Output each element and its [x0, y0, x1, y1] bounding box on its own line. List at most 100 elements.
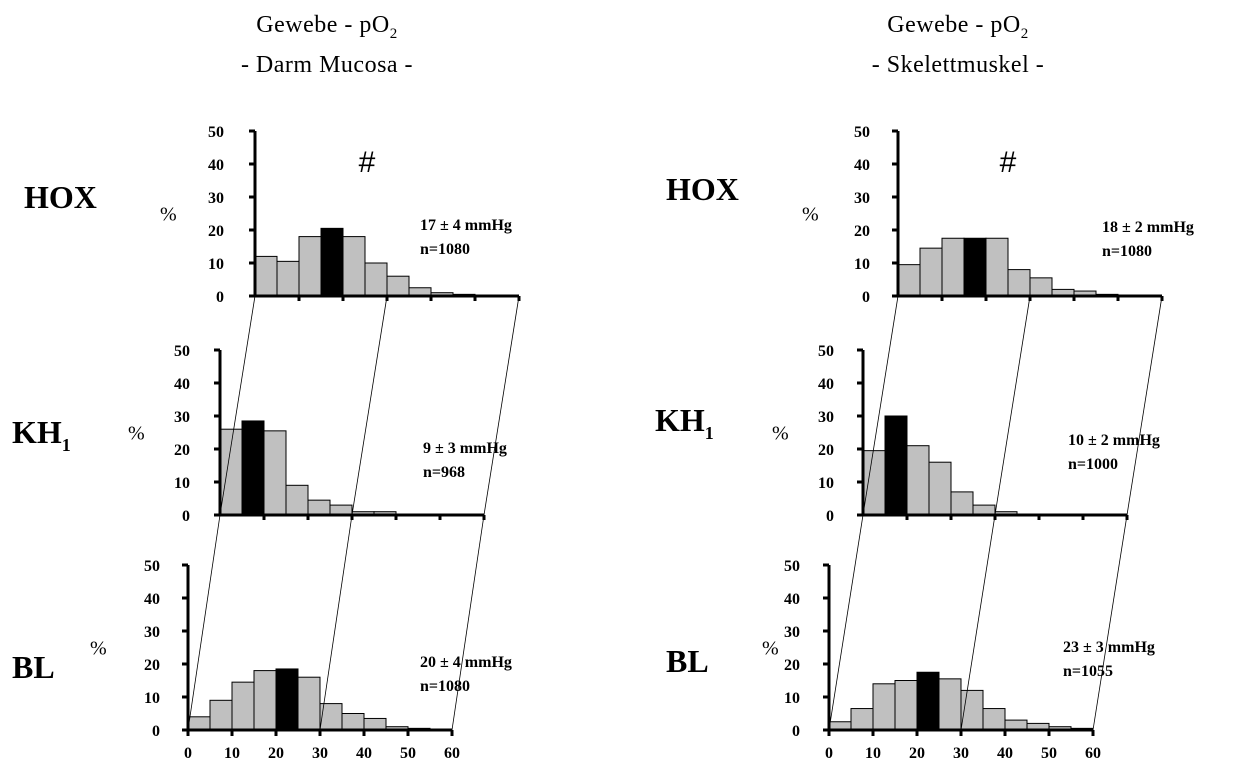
y-tick-label: 0	[826, 508, 834, 525]
y-tick-label: 40	[854, 157, 870, 174]
column-title: Gewebe - pO2	[887, 12, 1028, 42]
significance-marker: #	[1000, 146, 1017, 179]
y-tick-label: 30	[818, 409, 834, 426]
y-tick-label: 0	[792, 723, 800, 740]
histogram-bar	[231, 681, 255, 731]
histogram-panel: 0 10 20 30 40 50 KH1% 9 ± 3 mmHg n=968	[12, 343, 507, 525]
row-label: HOX	[24, 179, 97, 215]
x-tick-label: 40	[356, 745, 372, 762]
histogram-bar	[253, 670, 277, 731]
histogram-bar	[1007, 269, 1031, 297]
connector-line	[187, 514, 221, 731]
significance-marker: #	[359, 146, 376, 179]
stats-annotation: 9 ± 3 mmHg	[423, 440, 507, 457]
histogram-bar	[872, 683, 896, 731]
histogram-bar	[906, 445, 930, 516]
y-tick-label: 10	[208, 256, 224, 273]
median-bar	[963, 237, 987, 297]
connector-line	[1126, 295, 1163, 516]
y-tick-label: 10	[144, 690, 160, 707]
connector-line	[219, 295, 256, 516]
x-tick-label: 30	[953, 745, 969, 762]
histogram-bar	[363, 717, 387, 731]
histogram-bar	[307, 499, 331, 516]
x-tick-label: 0	[184, 745, 192, 762]
connector-line	[994, 295, 1031, 516]
histogram-bar	[297, 676, 321, 731]
y-tick-label: 10	[818, 475, 834, 492]
histogram-bar	[285, 484, 309, 516]
median-bar	[916, 671, 940, 731]
column-header-muscle: Gewebe - pO2 - Skelettmuskel -	[872, 12, 1044, 78]
column-subtitle: - Skelettmuskel -	[872, 52, 1044, 78]
y-axis-label: %	[90, 638, 107, 660]
stats-annotation: 17 ± 4 mmHg	[420, 217, 512, 234]
histogram-panel: 0 10 20 30 40 50 0 10 20 30 40 50 60 BL% 20 ± 4 mmHg n=…	[12, 558, 512, 762]
histogram-bar	[1029, 277, 1053, 297]
histogram-bar	[938, 678, 962, 731]
sample-size-annotation: n=1080	[420, 678, 470, 695]
x-tick-label: 10	[224, 745, 240, 762]
histogram-bar	[364, 262, 388, 297]
y-tick-label: 40	[208, 157, 224, 174]
y-tick-label: 50	[854, 124, 870, 141]
y-tick-label: 20	[784, 657, 800, 674]
y-tick-label: 20	[144, 657, 160, 674]
x-tick-label: 30	[312, 745, 328, 762]
sample-size-annotation: n=968	[423, 464, 465, 481]
histogram-bar	[298, 236, 322, 297]
histogram-bar	[950, 491, 974, 516]
histogram-panel: 0 10 20 30 40 50 KH1% 10 ± 2 mmHg n=1000	[655, 343, 1160, 525]
column-header-mucosa: Gewebe - pO2 - Darm Mucosa -	[241, 12, 413, 78]
y-axis-label: %	[802, 204, 819, 226]
x-tick-label: 50	[400, 745, 416, 762]
connector-line	[960, 514, 996, 731]
histogram-bar	[941, 237, 965, 297]
histogram-bar	[276, 260, 300, 297]
histogram-bar	[928, 461, 952, 516]
y-tick-label: 50	[784, 558, 800, 575]
y-tick-label: 40	[174, 376, 190, 393]
histogram-panel: 0 10 20 30 40 50 0 10 20 30 40 50 60 BL% 23 ± 3 mmHg n=…	[666, 558, 1155, 762]
y-tick-label: 30	[854, 190, 870, 207]
connector-line	[483, 295, 520, 516]
sample-size-annotation: n=1080	[1102, 243, 1152, 260]
sample-size-annotation: n=1080	[420, 241, 470, 258]
y-tick-label: 20	[854, 223, 870, 240]
median-bar	[241, 420, 265, 516]
y-tick-label: 40	[784, 591, 800, 608]
sample-size-annotation: n=1000	[1068, 456, 1118, 473]
y-tick-label: 0	[862, 289, 870, 306]
x-tick-label: 20	[268, 745, 284, 762]
y-tick-label: 10	[174, 475, 190, 492]
histogram-bar	[982, 708, 1006, 731]
x-tick-label: 60	[1085, 745, 1101, 762]
x-tick-label: 60	[444, 745, 460, 762]
y-tick-label: 0	[152, 723, 160, 740]
histogram-bar	[263, 430, 287, 516]
stats-annotation: 10 ± 2 mmHg	[1068, 432, 1160, 449]
y-tick-label: 50	[174, 343, 190, 360]
y-tick-label: 30	[174, 409, 190, 426]
histogram-bar	[254, 255, 278, 297]
median-bar	[275, 668, 299, 731]
y-tick-label: 10	[784, 690, 800, 707]
y-tick-label: 50	[818, 343, 834, 360]
histogram-bar	[187, 716, 211, 731]
y-tick-label: 0	[216, 289, 224, 306]
sample-size-annotation: n=1055	[1063, 663, 1113, 680]
histogram-panel: 0 10 20 30 40 50 HOX% 17 ± 4 mmHg n=1080 #	[24, 124, 521, 306]
y-axis-label: %	[772, 423, 789, 445]
column-subtitle: - Darm Mucosa -	[241, 52, 413, 78]
connector-line	[862, 295, 899, 516]
x-tick-label: 10	[865, 745, 881, 762]
histogram-bar	[897, 264, 921, 297]
stats-annotation: 18 ± 2 mmHg	[1102, 219, 1194, 236]
row-label: BL	[12, 649, 55, 685]
y-axis-label: %	[128, 423, 145, 445]
y-axis-label: %	[762, 638, 779, 660]
connector-line	[319, 514, 353, 731]
histogram-bar	[862, 450, 886, 516]
x-tick-label: 50	[1041, 745, 1057, 762]
connector-line	[451, 514, 485, 731]
